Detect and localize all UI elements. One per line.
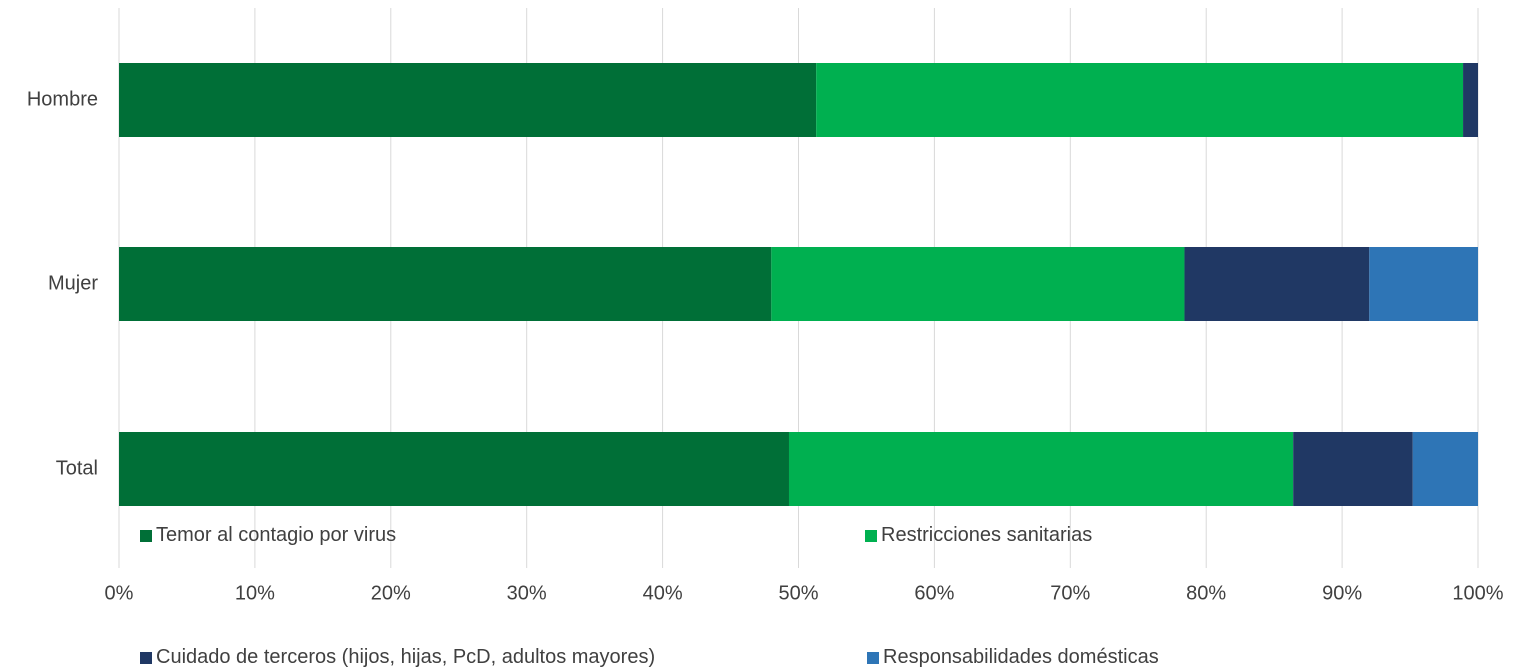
legend-label-cuidado: Cuidado de terceros (hijos, hijas, PcD, … [156, 646, 656, 668]
x-tick-label: 80% [1186, 582, 1226, 604]
y-category-label: Total [56, 457, 98, 479]
bar-segment [119, 63, 817, 137]
x-tick-label: 50% [778, 582, 818, 604]
x-tick-label: 40% [643, 582, 683, 604]
x-tick-label: 60% [914, 582, 954, 604]
legend-swatch-restricciones [865, 529, 877, 542]
x-tick-label: 0% [105, 582, 134, 604]
bar-segment [1463, 63, 1478, 137]
x-axis-labels: 0% 10% 20% 30% 40% 50% 60% 70% 80% 90% 100% [105, 582, 1504, 604]
bars [119, 63, 1478, 506]
bar-segment [816, 63, 1464, 137]
x-tick-label: 70% [1050, 582, 1090, 604]
x-tick-label: 30% [507, 582, 547, 604]
legend-item-temor: Temor al contagio por virus [140, 524, 396, 547]
bar-segment [1412, 432, 1478, 506]
x-tick-label: 90% [1322, 582, 1362, 604]
x-tick-label: 20% [371, 582, 411, 604]
legend-swatch-cuidado [140, 651, 152, 664]
legend-swatch-temor [140, 529, 152, 542]
bar-segment [788, 432, 1294, 506]
legend-item-cuidado: Cuidado de terceros (hijos, hijas, PcD, … [140, 646, 655, 669]
bar-segment [771, 247, 1185, 321]
x-tick-label: 10% [235, 582, 275, 604]
legend-label-responsabilidades: Responsabilidades domésticas [883, 646, 1159, 668]
legend-label-temor: Temor al contagio por virus [156, 524, 397, 546]
x-tick-label: 100% [1452, 582, 1503, 604]
bar-segment [1369, 247, 1478, 321]
legend-item-responsabilidades: Responsabilidades domésticas [867, 646, 1159, 669]
bar-segment [1293, 432, 1413, 506]
y-axis-labels: Hombre Mujer Total [27, 88, 98, 479]
y-category-label: Mujer [48, 272, 98, 294]
bar-segment [1184, 247, 1370, 321]
legend-swatch-responsabilidades [867, 651, 879, 664]
y-category-label: Hombre [27, 88, 98, 110]
legend-item-restricciones: Restricciones sanitarias [865, 524, 1092, 547]
bar-segment [119, 432, 789, 506]
legend-label-restricciones: Restricciones sanitarias [881, 524, 1093, 546]
bar-segment [119, 247, 772, 321]
